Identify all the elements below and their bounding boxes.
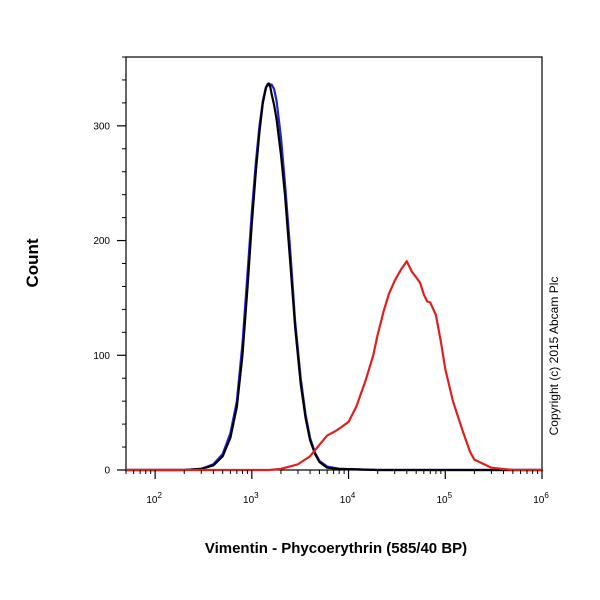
x-axis-title: Vimentin - Phycoerythrin (585/40 BP) <box>205 540 467 557</box>
x-tick-label: 105 <box>436 491 452 506</box>
x-tick-label: 103 <box>243 491 259 506</box>
x-tick-label: 102 <box>146 491 162 506</box>
histogram-series-1 <box>124 82 544 472</box>
y-axis: 0 100 200 300 <box>93 56 126 477</box>
plot-frame <box>125 56 543 471</box>
y-tick-label: 300 <box>93 121 110 132</box>
x-tick-label: 106 <box>533 491 549 506</box>
histogram-series-0 <box>124 83 544 472</box>
y-tick-label: 100 <box>93 351 110 362</box>
copyright-annotation: Copyright (c) 2015 Abcam Plc <box>547 277 561 436</box>
plot-border <box>125 56 543 471</box>
x-tick-label: 104 <box>340 491 356 506</box>
series-layer <box>124 82 544 472</box>
histogram-series-2 <box>124 260 544 472</box>
y-tick-label: 0 <box>104 466 110 477</box>
y-axis-title: Count <box>23 238 42 287</box>
x-axis: 102 103 104 105 106 <box>125 470 549 506</box>
y-tick-label: 200 <box>93 236 110 247</box>
